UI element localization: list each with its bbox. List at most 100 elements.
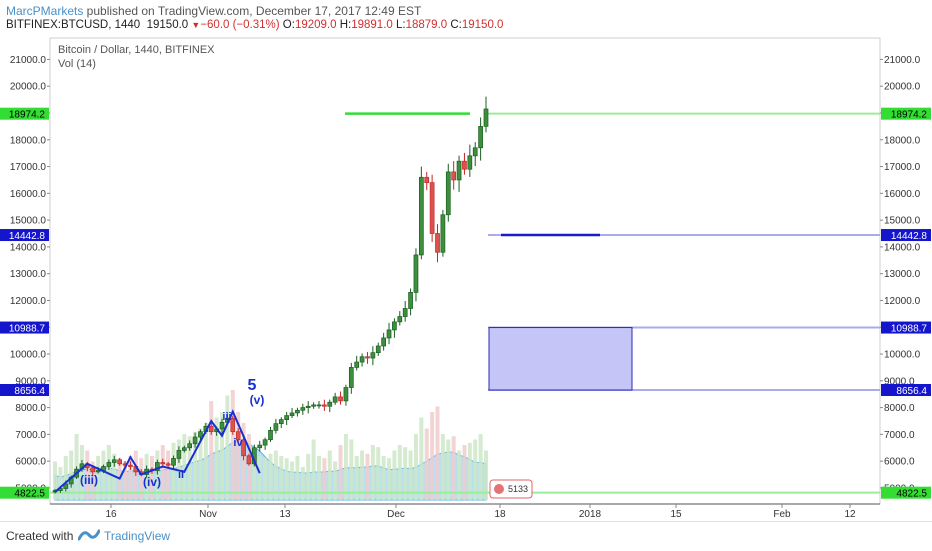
- volume-bar: [360, 450, 365, 500]
- volume-bar: [478, 434, 483, 500]
- candle-body: [273, 423, 279, 431]
- volume-bar: [413, 434, 418, 500]
- candle-body: [375, 345, 381, 354]
- volume-bar: [397, 445, 402, 500]
- volume-bar: [241, 423, 246, 500]
- y-tick-label-right: 8000.0: [884, 403, 915, 414]
- wave-label: ii: [178, 469, 184, 481]
- volume-bar: [376, 447, 381, 500]
- y-tick-label-left: 13000.0: [10, 269, 47, 280]
- volume-bar: [467, 442, 472, 500]
- price-chart[interactable]: 5000.05000.06000.06000.07000.07000.08000…: [0, 0, 932, 520]
- down-arrow-icon: ▼: [191, 20, 201, 30]
- volume-bar: [338, 445, 343, 500]
- candle-body: [155, 462, 160, 471]
- y-tick-label-left: 18000.0: [10, 135, 47, 146]
- low-value: 18879.0: [405, 19, 448, 31]
- candle-body: [128, 464, 133, 467]
- y-tick-label-left: 15000.0: [10, 216, 47, 227]
- candle-body: [268, 430, 273, 441]
- open-value: 19209.0: [294, 19, 337, 31]
- volume-bar: [90, 461, 95, 500]
- volume-bar: [333, 461, 338, 500]
- volume-bar: [106, 445, 111, 500]
- volume-bar: [69, 450, 74, 500]
- low-label: L:: [396, 19, 406, 31]
- candle-body: [343, 387, 349, 402]
- volume-bar: [203, 423, 208, 500]
- x-tick-label: 16: [105, 509, 117, 520]
- volume-bar: [166, 450, 171, 500]
- price-level-tag-left: [0, 321, 49, 334]
- y-tick-label-left: 10000.0: [10, 350, 47, 361]
- price-level-tag-right: [881, 229, 931, 242]
- candle-body: [262, 439, 268, 446]
- candle-body: [176, 450, 182, 459]
- x-tick-label: Dec: [387, 509, 405, 520]
- candle-body: [63, 483, 69, 489]
- volume-bar: [187, 436, 192, 500]
- candle-body: [117, 459, 123, 465]
- author-link[interactable]: MarcPMarkets: [6, 4, 84, 18]
- wave-label: (v): [250, 393, 265, 407]
- price-level-tag-left: [0, 486, 49, 499]
- chart-area[interactable]: 5000.05000.06000.06000.07000.07000.08000…: [0, 0, 932, 520]
- volume-bar: [101, 450, 106, 500]
- candle-body: [289, 412, 295, 416]
- volume-bar: [424, 428, 429, 500]
- candle-body: [235, 431, 241, 441]
- candle-body: [478, 126, 483, 149]
- price-level-tag-left-label: 14442.8: [9, 231, 46, 242]
- ohlc-line: BITFINEX:BTCUSD, 1440 19150.0 ▼−60.0 (−0…: [6, 19, 503, 31]
- volume-bar: [300, 467, 305, 500]
- candle-body: [106, 462, 112, 467]
- high-value: 19891.0: [351, 19, 393, 31]
- wave-label: iv: [233, 437, 243, 449]
- volume-bar: [220, 412, 225, 500]
- candle-body: [284, 415, 290, 420]
- tradingview-brand-link[interactable]: TradingView: [104, 529, 171, 543]
- close-value: 19150.0: [461, 19, 504, 31]
- wave-label: iii: [222, 411, 231, 423]
- candle-body: [181, 447, 187, 451]
- candle-body: [246, 455, 252, 465]
- volume-bar: [327, 450, 332, 500]
- candle-body: [483, 108, 489, 127]
- price-level-tag-right-label: 10988.7: [891, 324, 928, 335]
- price-level-tag-left-label: 18974.2: [9, 110, 46, 121]
- candle-body: [370, 352, 376, 359]
- candle-body: [171, 458, 176, 466]
- candle-body: [165, 463, 171, 466]
- countdown-badge-label: 5133: [508, 484, 528, 494]
- volume-bar: [273, 450, 278, 500]
- volume-bar: [236, 412, 241, 500]
- volume-bar: [290, 461, 295, 500]
- symbol-label: BITFINEX:BTCUSD, 1440: [6, 19, 141, 31]
- x-tick-label: 13: [279, 509, 291, 520]
- volume-bar: [79, 445, 84, 500]
- candle-body: [397, 316, 403, 323]
- price-level-tag-left: [0, 107, 49, 120]
- y-tick-label-right: 18000.0: [884, 135, 921, 146]
- volume-bar: [440, 434, 445, 500]
- candle-body: [338, 396, 343, 402]
- volume-bar: [252, 450, 257, 500]
- wave-label: (iv): [143, 475, 161, 489]
- y-tick-label-left: 6000.0: [15, 457, 46, 468]
- last-price: 19150.0: [146, 19, 189, 31]
- candle-body: [311, 404, 316, 407]
- y-tick-label-right: 14000.0: [884, 242, 921, 253]
- candle-body: [257, 444, 263, 449]
- candle-body: [316, 404, 322, 407]
- candle-body: [386, 329, 392, 339]
- price-level-tag-right: [881, 321, 931, 334]
- volume-bar: [263, 458, 268, 500]
- candle-body: [472, 147, 478, 157]
- volume-indicator-label[interactable]: Vol (14): [58, 58, 96, 70]
- volume-bar: [58, 467, 63, 500]
- candle-body: [90, 467, 96, 473]
- x-tick-label: 15: [670, 509, 682, 520]
- tradingview-logo-icon[interactable]: [78, 527, 100, 543]
- candle-body: [160, 462, 166, 465]
- candle-body: [435, 233, 440, 253]
